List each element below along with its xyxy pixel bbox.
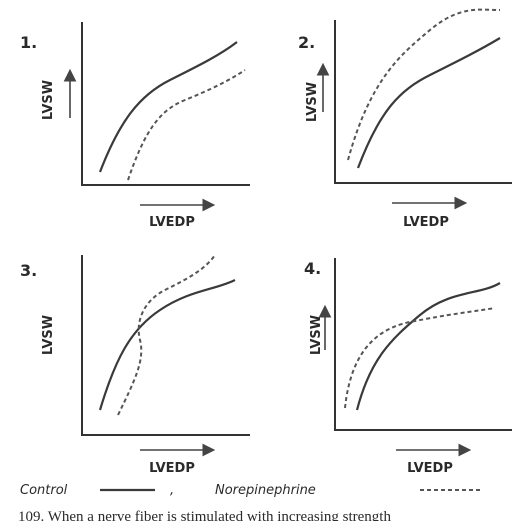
x-axis-label: LVEDP <box>149 461 195 476</box>
legend-label: Control <box>20 483 68 498</box>
legend: Control , Norepinephrine <box>20 483 482 498</box>
panel-label: 1. <box>20 33 37 52</box>
question-text: 109. When a nerve fiber is stimulated wi… <box>18 509 391 521</box>
norepinephrine-curve <box>344 307 496 409</box>
axes <box>334 20 512 184</box>
panel-2: 2. LVSW LVEDP <box>298 8 512 230</box>
x-axis-label: LVEDP <box>403 215 449 230</box>
control-curve <box>98 41 238 173</box>
control-curve <box>98 279 236 411</box>
legend-label: Norepinephrine <box>215 483 316 498</box>
panel-label: 2. <box>298 33 315 52</box>
norepinephrine-curve <box>347 8 501 161</box>
control-curve <box>355 282 501 411</box>
norepinephrine-curve <box>127 69 246 181</box>
axes <box>81 22 250 186</box>
panel-4: 4. LVSW LVEDP <box>304 258 512 476</box>
y-axis-label: LVSW <box>309 315 324 355</box>
y-axis-label: LVSW <box>305 82 320 122</box>
axes <box>334 258 512 431</box>
norepinephrine-curve <box>117 254 216 416</box>
y-axis-label: LVSW <box>41 80 56 120</box>
x-axis-label: LVEDP <box>149 215 195 230</box>
axes <box>81 255 250 436</box>
x-axis-label: LVEDP <box>407 461 453 476</box>
panel-label: 4. <box>304 259 321 278</box>
y-axis-label: LVSW <box>41 315 56 355</box>
panel-1: 1. LVSW LVEDP <box>20 22 250 230</box>
panel-label: 3. <box>20 261 37 280</box>
panel-3: 3. LVSW LVEDP <box>20 254 250 476</box>
legend-separator: , <box>170 483 174 498</box>
control-curve <box>356 37 501 169</box>
